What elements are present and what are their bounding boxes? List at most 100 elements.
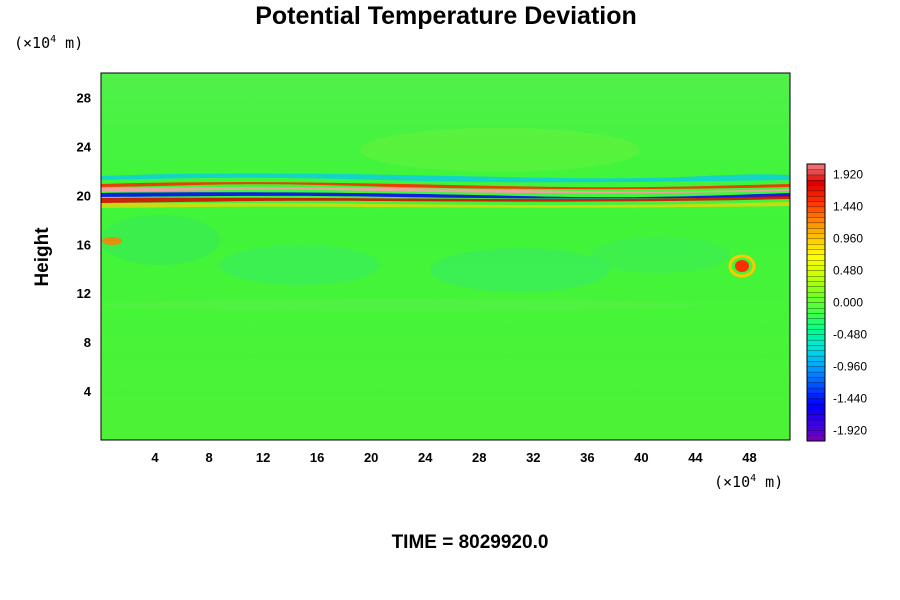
colorbar-tick-label: 1.440 <box>833 200 863 214</box>
colorbar-segment <box>806 297 826 303</box>
y-tick-label: 20 <box>77 188 91 203</box>
colorbar-segment <box>806 302 826 309</box>
colorbar-segment <box>806 339 826 346</box>
field-blob <box>101 299 700 311</box>
y-tick-label: 8 <box>84 335 91 350</box>
y-axis-ticks: 4 8 12 16 20 24 28 <box>77 90 92 399</box>
colorbar-segment <box>806 270 826 277</box>
colorbar-segment <box>806 435 826 442</box>
colorbar-segment <box>806 350 826 357</box>
colorbar-segment <box>806 382 826 389</box>
layer-band <box>101 186 790 194</box>
colorbar-segment <box>806 376 826 383</box>
colorbar-segment <box>806 265 826 271</box>
colorbar-segment <box>806 174 826 181</box>
field-blob <box>220 245 380 285</box>
colorbar-segment <box>806 254 826 261</box>
colorbar-tick-label: 0.960 <box>833 232 863 246</box>
colorbar-segment <box>806 344 826 351</box>
colorbar-segment <box>806 185 826 192</box>
colorbar-segment <box>806 313 826 319</box>
field-blob <box>430 248 610 292</box>
colorbar-segment <box>806 414 826 421</box>
warm-patch-right <box>735 260 749 272</box>
x-tick-label: 32 <box>526 450 540 465</box>
colorbar-segment <box>806 307 826 314</box>
colorbar-segment <box>806 387 826 394</box>
y-axis-unit: (×104 m) <box>14 34 84 52</box>
x-axis-unit: (×104 m) <box>714 473 784 491</box>
layer-band <box>101 173 790 183</box>
colorbar-segment <box>806 259 826 266</box>
colorbar-segment <box>806 163 826 170</box>
x-tick-label: 48 <box>742 450 756 465</box>
colorbar-segment <box>806 430 826 437</box>
heatmap-background <box>101 73 790 440</box>
field-blob <box>590 237 730 273</box>
colorbar-segment <box>806 424 826 431</box>
x-tick-label: 36 <box>580 450 594 465</box>
y-tick-label: 28 <box>77 90 91 105</box>
colorbar-segment <box>806 419 826 426</box>
colorbar-segment <box>806 195 826 202</box>
colorbar-segment <box>806 206 826 213</box>
x-tick-label: 20 <box>364 450 378 465</box>
x-tick-label: 28 <box>472 450 486 465</box>
colorbar-tick-label: -1.920 <box>833 423 867 437</box>
colorbar-segment <box>806 398 826 405</box>
y-tick-label: 16 <box>77 237 91 252</box>
colorbar-segment <box>806 201 826 208</box>
colorbar-segment <box>806 366 826 373</box>
colorbar-tick-label: 1.920 <box>833 168 863 182</box>
colorbar-segment <box>806 291 826 298</box>
field-blob <box>360 128 640 172</box>
colorbar-segment <box>806 222 826 229</box>
x-tick-label: 44 <box>688 450 703 465</box>
field-blob <box>101 215 220 265</box>
time-label: TIME = 8029920.0 <box>391 532 549 553</box>
colorbar-segment <box>806 334 826 341</box>
colorbar-segment <box>806 169 826 176</box>
warm-patch-right-halo <box>728 254 756 278</box>
colorbar-segment <box>806 318 826 325</box>
colorbar-segment <box>806 249 826 256</box>
colorbar-segment <box>806 355 826 362</box>
plot-frame <box>100 72 791 441</box>
colorbar-segment <box>806 227 826 234</box>
chart-title: Potential Temperature Deviation <box>255 2 637 30</box>
colorbar-segment <box>806 392 826 399</box>
colorbar-tick-label: 0.480 <box>833 264 863 278</box>
colorbar-tick-label: 0.000 <box>833 296 863 310</box>
colorbar-segment <box>806 190 826 197</box>
colorbar-segment <box>806 275 826 282</box>
colorbar-tick-label: -0.480 <box>833 327 867 341</box>
colorbar-tick-label: -1.440 <box>833 391 867 405</box>
colorbar-segment <box>806 238 826 245</box>
x-tick-label: 24 <box>418 450 433 465</box>
x-tick-label: 4 <box>151 450 159 465</box>
colorbar-segment <box>806 286 826 293</box>
heatmap-field <box>101 73 790 440</box>
colorbar-tick-label: -0.960 <box>833 359 867 373</box>
colorbar-segment <box>806 179 826 186</box>
colorbar-segment <box>806 211 826 218</box>
colorbar-segment <box>806 371 826 378</box>
colorbar-segment <box>806 403 826 410</box>
colorbar-segment <box>806 323 826 330</box>
colorbar-frame <box>806 163 826 442</box>
colorbar-segment <box>806 328 826 335</box>
y-tick-label: 4 <box>84 384 92 399</box>
layer-band <box>101 202 790 208</box>
y-tick-label: 12 <box>77 286 91 301</box>
colorbar: 1.920 1.440 0.960 0.480 0.000 -0.480 -0.960 -1.… <box>806 163 867 442</box>
colorbar-segment <box>806 217 826 224</box>
x-axis-ticks: 4 8 12 16 20 24 28 32 36 40 44 48 <box>151 450 756 465</box>
x-tick-label: 16 <box>310 450 324 465</box>
colorbar-segment <box>806 233 826 240</box>
colorbar-segment <box>806 243 826 250</box>
x-tick-label: 12 <box>256 450 270 465</box>
x-tick-label: 8 <box>205 450 212 465</box>
x-tick-label: 40 <box>634 450 648 465</box>
layer-band <box>101 182 790 190</box>
